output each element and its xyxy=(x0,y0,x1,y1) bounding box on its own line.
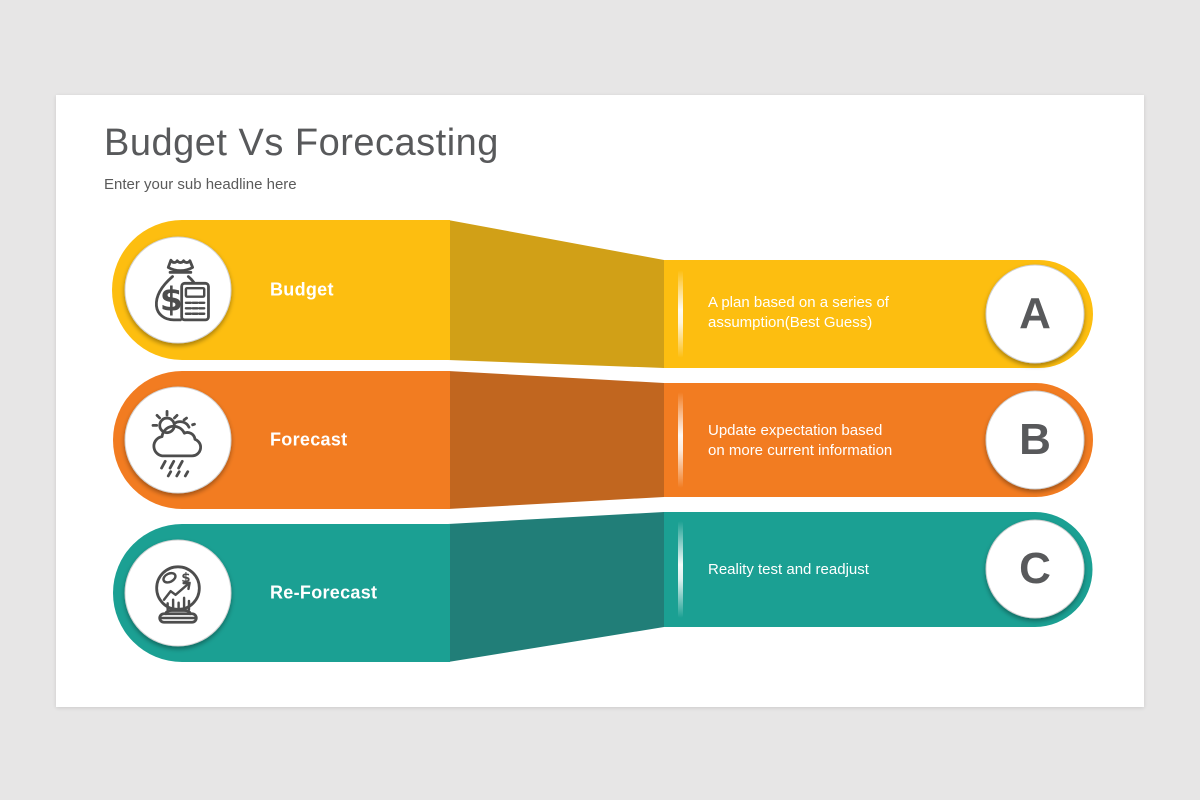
description-line: Reality test and readjust xyxy=(708,561,869,578)
description-line: assumption(Best Guess) xyxy=(708,314,873,331)
description-line: Update expectation based xyxy=(708,422,883,439)
page-title: Budget Vs Forecasting xyxy=(104,122,499,164)
crystal-ball-chart-icon: $ xyxy=(138,553,218,633)
row-forecast-description: Update expectation based on more current… xyxy=(708,421,964,461)
row-forecast-label: Forecast xyxy=(270,429,348,450)
row-budget-letter-badge: A xyxy=(1019,289,1051,338)
row-reforecast-description: Reality test and readjust xyxy=(708,560,964,580)
row-budget-label: Budget xyxy=(270,279,334,300)
row-reforecast-label: Re-Forecast xyxy=(270,582,378,603)
sun-rain-cloud-icon xyxy=(138,400,218,480)
svg-text:$: $ xyxy=(181,571,190,586)
row-reforecast-letter-badge: C xyxy=(1019,544,1051,593)
svg-text:$: $ xyxy=(160,280,183,319)
money-bag-calculator-icon: $ xyxy=(138,250,218,330)
description-line: on more current information xyxy=(708,442,893,459)
row-forecast-letter-badge: B xyxy=(1019,415,1051,464)
page-subtitle: Enter your sub headline here xyxy=(104,176,297,193)
description-line: A plan based on a series of xyxy=(708,294,889,311)
row-budget-description: A plan based on a series of assumption(B… xyxy=(708,293,964,333)
